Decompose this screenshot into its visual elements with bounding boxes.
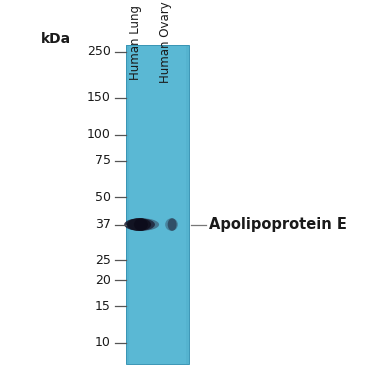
Bar — [126, 45, 129, 364]
Text: 100: 100 — [87, 128, 111, 141]
Text: kDa: kDa — [41, 32, 71, 46]
Bar — [186, 45, 189, 364]
Text: 50: 50 — [94, 191, 111, 204]
Bar — [126, 45, 189, 364]
Text: 75: 75 — [94, 154, 111, 167]
Ellipse shape — [168, 218, 177, 231]
Text: Apolipoprotein E: Apolipoprotein E — [209, 217, 347, 232]
Ellipse shape — [124, 218, 159, 231]
Ellipse shape — [124, 218, 155, 231]
Text: Human Ovary: Human Ovary — [159, 1, 171, 83]
Text: 37: 37 — [95, 218, 111, 231]
Text: 150: 150 — [87, 92, 111, 104]
Text: 15: 15 — [95, 300, 111, 313]
Ellipse shape — [165, 218, 178, 231]
Text: 25: 25 — [95, 254, 111, 267]
Ellipse shape — [127, 218, 151, 231]
Text: 250: 250 — [87, 45, 111, 58]
Ellipse shape — [134, 218, 148, 231]
Bar — [126, 45, 189, 364]
Text: Human Lung: Human Lung — [129, 4, 142, 80]
Text: 20: 20 — [95, 274, 111, 287]
Text: 10: 10 — [95, 336, 111, 350]
